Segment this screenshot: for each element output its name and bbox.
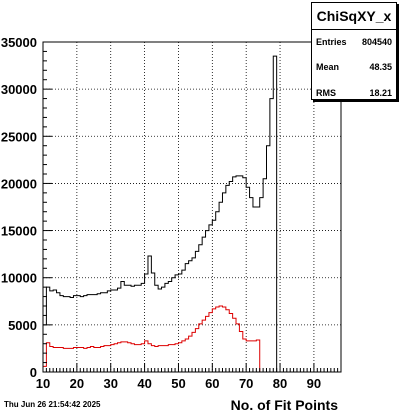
x-tick-label: 90 [307, 376, 321, 391]
x-tick-label: 50 [171, 376, 185, 391]
histogram-series-0 [42, 55, 281, 373]
y-tick-label: 20000 [1, 176, 37, 191]
x-tick-label: 10 [36, 376, 50, 391]
x-tick-label: 30 [103, 376, 117, 391]
stats-label-mean: Mean [316, 62, 340, 72]
y-tick-label: 30000 [1, 82, 37, 97]
stats-box: ChiSqXY_x Entries 804540 Mean 48.35 RMS … [311, 2, 397, 100]
stats-value-entries: 804540 [361, 37, 392, 47]
y-tick-label: 10000 [1, 271, 37, 286]
y-tick-label: 5000 [8, 318, 37, 333]
y-tick-label: 35000 [1, 35, 37, 50]
stats-title: ChiSqXY_x [312, 3, 396, 30]
y-tick-label: 25000 [1, 129, 37, 144]
histogram-series-1 [42, 305, 261, 372]
footer-timestamp: Thu Jun 26 21:54:42 2025 [4, 400, 101, 409]
plot-frame [42, 41, 342, 373]
stats-label-entries: Entries [316, 37, 347, 47]
x-tick-label: 60 [205, 376, 219, 391]
x-tick-label: 80 [273, 376, 287, 391]
y-tick-label: 15000 [1, 224, 37, 239]
y-tick-label: 0 [30, 365, 37, 380]
x-tick-label: 70 [239, 376, 253, 391]
stats-value-mean: 48.35 [369, 62, 392, 72]
x-tick-label: 40 [137, 376, 151, 391]
axes: 10 20 30 40 50 60 70 80 90 0 5000 10000 15000 20000 25… [1, 35, 342, 391]
stats-label-rms: RMS [316, 88, 336, 98]
stats-value-rms: 18.21 [369, 88, 392, 98]
x-tick-label: 20 [70, 376, 84, 391]
grid-lines [42, 41, 341, 373]
x-axis-title: No. of Fit Points [230, 397, 338, 413]
histogram-series [42, 55, 281, 373]
